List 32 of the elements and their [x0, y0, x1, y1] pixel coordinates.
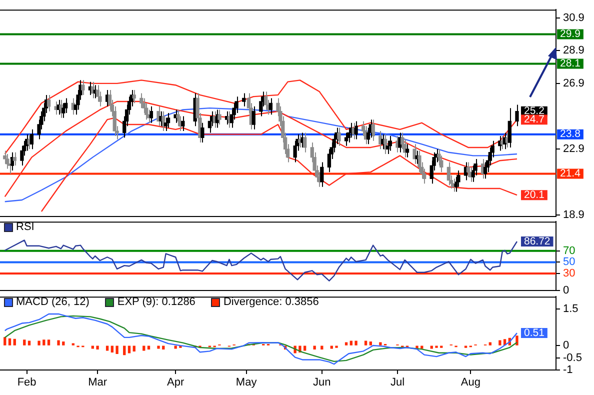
ref-line-label: 21.4 — [560, 168, 581, 180]
y-tick-label: 30.9 — [563, 12, 584, 24]
x-tick-label: Jul — [390, 376, 405, 389]
legend-label: RSI — [16, 221, 34, 233]
x-tick-label: Apr — [167, 376, 184, 389]
x-tick-label: May — [236, 376, 258, 389]
y-tick-label: 50 — [563, 256, 576, 268]
ref-line-label: 23.8 — [560, 128, 581, 140]
data-label: 20.1 — [524, 188, 545, 201]
data-label: 0.51 — [524, 326, 545, 339]
x-tick-label: Mar — [88, 376, 108, 389]
ref-line-label: 28.1 — [560, 58, 581, 70]
data-label: 24.7 — [524, 113, 545, 126]
y-tick-label: 1.5 — [563, 302, 578, 315]
y-tick-label: -1 — [563, 364, 573, 376]
y-tick-label: 30 — [563, 268, 576, 280]
y-tick-label: 70 — [563, 244, 576, 257]
legend-label: MACD (26, 12) — [16, 296, 90, 308]
y-tick-label: 0 — [563, 284, 570, 296]
legend-label: EXP (9): 0.1286 — [117, 296, 196, 308]
x-tick-label: Aug — [460, 376, 480, 389]
y-tick-label: 26.9 — [563, 77, 584, 90]
legend-label: Divergence: 0.3856 — [223, 296, 319, 308]
y-tick-label: 0 — [563, 340, 570, 352]
x-tick-label: Jun — [313, 376, 331, 389]
y-tick-label: -0.5 — [563, 352, 582, 364]
y-tick-label: 28.9 — [563, 44, 584, 57]
y-tick-label: 22.9 — [563, 143, 584, 156]
data-label: 86.72 — [524, 235, 550, 248]
x-tick-label: Feb — [17, 376, 36, 389]
ref-line-label: 29.9 — [560, 28, 581, 40]
y-tick-label: 18.9 — [563, 208, 584, 221]
